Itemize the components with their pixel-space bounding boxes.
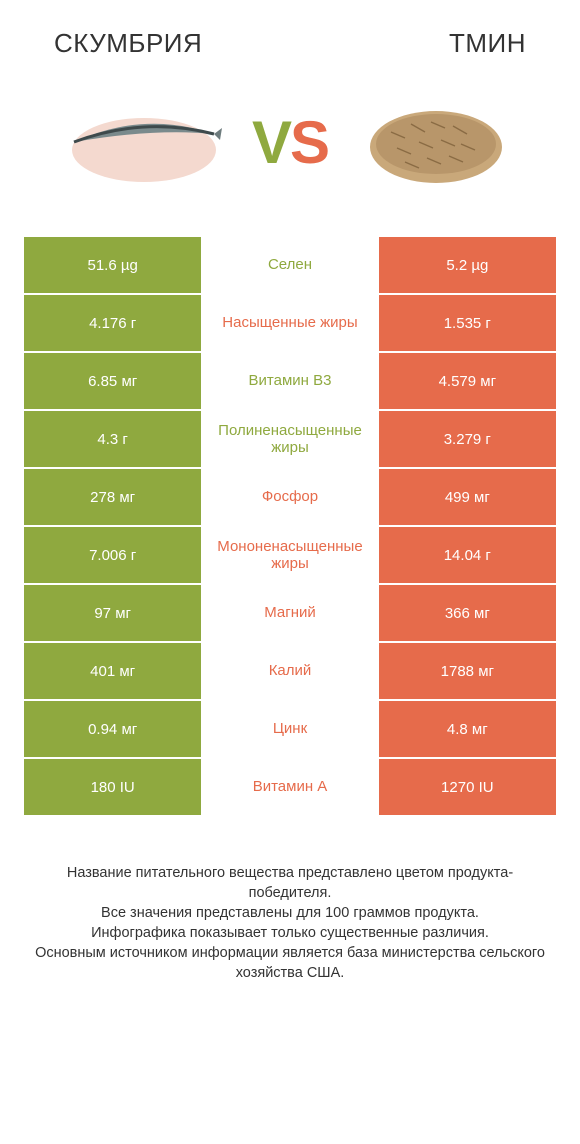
nutrient-label-cell: Витамин A bbox=[201, 759, 378, 815]
left-food-image bbox=[64, 87, 224, 197]
right-food-image bbox=[356, 87, 516, 197]
left-value-cell: 6.85 мг bbox=[24, 353, 201, 409]
right-value-cell: 1.535 г bbox=[379, 295, 556, 351]
right-value-cell: 1788 мг bbox=[379, 643, 556, 699]
right-value-cell: 4.579 мг bbox=[379, 353, 556, 409]
left-value-cell: 0.94 мг bbox=[24, 701, 201, 757]
cumin-icon bbox=[361, 92, 511, 192]
left-value-cell: 51.6 µg bbox=[24, 237, 201, 293]
footer-notes: Название питательного вещества представл… bbox=[24, 817, 556, 983]
nutrient-label-cell: Калий bbox=[201, 643, 378, 699]
vs-letter-s: S bbox=[290, 109, 328, 176]
right-value-cell: 3.279 г bbox=[379, 411, 556, 467]
left-value-cell: 401 мг bbox=[24, 643, 201, 699]
table-row: 6.85 мгВитамин B34.579 мг bbox=[24, 353, 556, 411]
right-value-cell: 5.2 µg bbox=[379, 237, 556, 293]
table-row: 4.176 гНасыщенные жиры1.535 г bbox=[24, 295, 556, 353]
right-value-cell: 1270 IU bbox=[379, 759, 556, 815]
nutrient-label-cell: Мононенасыщенные жиры bbox=[201, 527, 378, 583]
mackerel-icon bbox=[64, 92, 224, 192]
left-value-cell: 180 IU bbox=[24, 759, 201, 815]
nutrient-label-cell: Витамин B3 bbox=[201, 353, 378, 409]
left-value-cell: 97 мг bbox=[24, 585, 201, 641]
left-value-cell: 278 мг bbox=[24, 469, 201, 525]
left-food-title: СКУМБРИЯ bbox=[54, 28, 202, 59]
table-row: 7.006 гМононенасыщенные жиры14.04 г bbox=[24, 527, 556, 585]
table-row: 51.6 µgСелен5.2 µg bbox=[24, 237, 556, 295]
nutrient-label-cell: Насыщенные жиры bbox=[201, 295, 378, 351]
right-food-title: ТМИН bbox=[449, 28, 526, 59]
table-row: 278 мгФосфор499 мг bbox=[24, 469, 556, 527]
left-value-cell: 4.3 г bbox=[24, 411, 201, 467]
comparison-table: 51.6 µgСелен5.2 µg4.176 гНасыщенные жиры… bbox=[24, 237, 556, 817]
header: СКУМБРИЯ ТМИН bbox=[24, 20, 556, 87]
table-row: 180 IUВитамин A1270 IU bbox=[24, 759, 556, 817]
right-value-cell: 14.04 г bbox=[379, 527, 556, 583]
nutrient-label-cell: Селен bbox=[201, 237, 378, 293]
nutrient-label-cell: Фосфор bbox=[201, 469, 378, 525]
nutrient-label-cell: Цинк bbox=[201, 701, 378, 757]
right-value-cell: 499 мг bbox=[379, 469, 556, 525]
vs-label: VS bbox=[252, 108, 328, 177]
nutrient-label-cell: Магний bbox=[201, 585, 378, 641]
left-value-cell: 7.006 г bbox=[24, 527, 201, 583]
infographic-container: СКУМБРИЯ ТМИН VS bbox=[0, 0, 580, 1144]
right-value-cell: 4.8 мг bbox=[379, 701, 556, 757]
left-value-cell: 4.176 г bbox=[24, 295, 201, 351]
table-row: 4.3 гПолиненасыщенные жиры3.279 г bbox=[24, 411, 556, 469]
footer-line-4: Основным источником информации является … bbox=[34, 943, 546, 983]
footer-line-1: Название питательного вещества представл… bbox=[34, 863, 546, 903]
footer-line-2: Все значения представлены для 100 граммо… bbox=[34, 903, 546, 923]
table-row: 97 мгМагний366 мг bbox=[24, 585, 556, 643]
vs-row: VS bbox=[24, 87, 556, 237]
vs-letter-v: V bbox=[252, 109, 290, 176]
right-value-cell: 366 мг bbox=[379, 585, 556, 641]
footer-line-3: Инфографика показывает только существенн… bbox=[34, 923, 546, 943]
nutrient-label-cell: Полиненасыщенные жиры bbox=[201, 411, 378, 467]
table-row: 401 мгКалий1788 мг bbox=[24, 643, 556, 701]
table-row: 0.94 мгЦинк4.8 мг bbox=[24, 701, 556, 759]
